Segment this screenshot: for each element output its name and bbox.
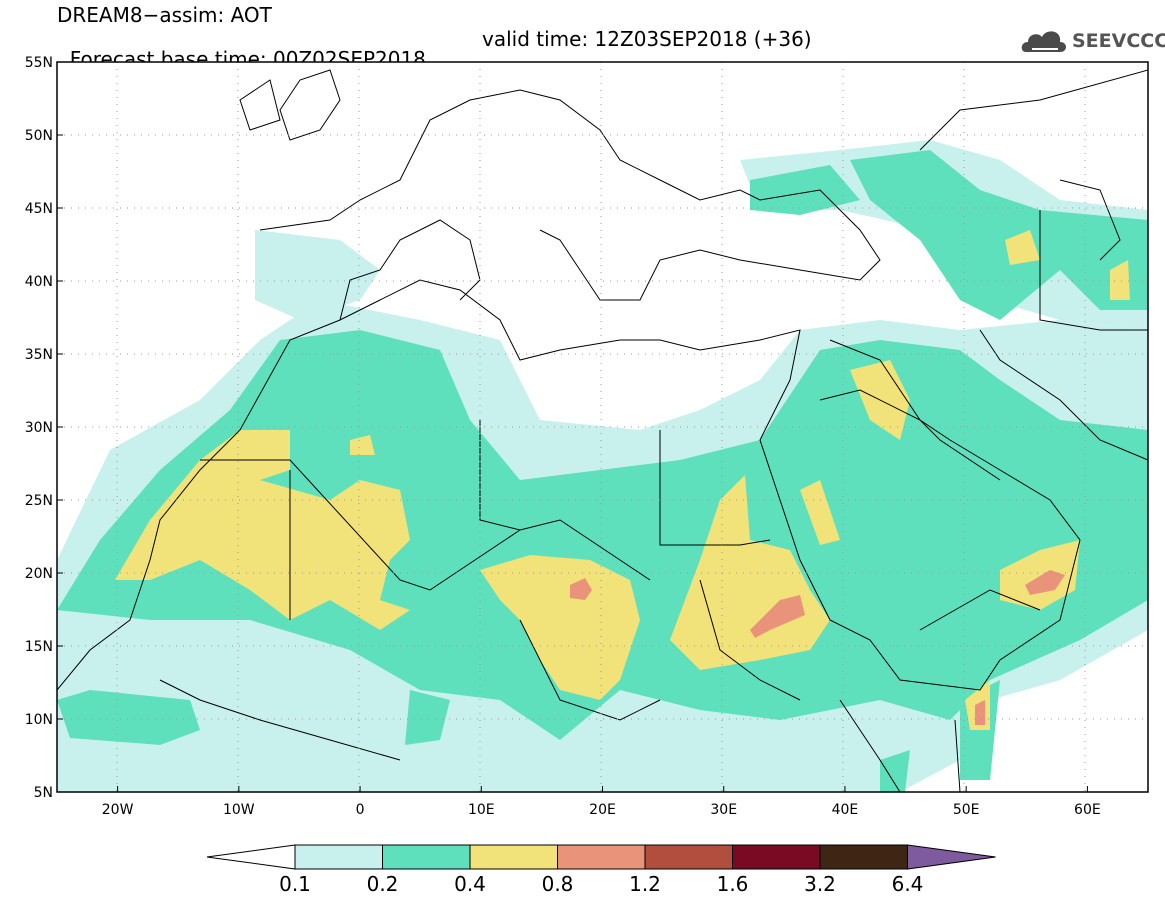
colorbar-swatch [557, 844, 646, 870]
lat-tick-label: 50N [25, 128, 53, 144]
coastlines [57, 69, 1148, 792]
colorbar-label: 6.4 [891, 872, 924, 896]
lon-tick-label: 0 [356, 802, 365, 818]
lon-tick-label: 10W [223, 802, 255, 818]
colorbar-swatch [644, 844, 733, 870]
colorbar-label: 1.6 [716, 872, 749, 896]
colorbar-label: 0.4 [454, 872, 486, 896]
lat-tick-label: 5N [34, 785, 53, 801]
colorbar-label: 3.2 [804, 872, 836, 896]
lon-axis: 20W 10W 0 10E 20E 30E 40E 50E 60E [102, 786, 1101, 818]
lon-tick-label: 50E [953, 802, 980, 818]
colorbar-label: 1.2 [629, 872, 661, 896]
lat-axis: 55N 50N 45N 40N 35N 30N 25N 20N 15N 10N 5N [25, 55, 63, 801]
colorbar-swatch [819, 844, 908, 870]
lat-tick-label: 30N [25, 420, 53, 436]
aot-field [57, 62, 1148, 792]
colorbar-swatch [732, 844, 821, 870]
lat-tick-label: 10N [25, 712, 53, 728]
lon-tick-label: 60E [1074, 802, 1101, 818]
lat-tick-label: 20N [25, 566, 53, 582]
valid-time-label: valid time: 12Z03SEP2018 (+36) [482, 27, 812, 51]
logo-text: SEEVCCC [1072, 30, 1165, 52]
colorbar-swatch [294, 844, 383, 870]
lon-tick-label: 30E [710, 802, 737, 818]
map-grid [57, 62, 1148, 792]
lat-tick-label: 35N [25, 347, 53, 363]
lat-tick-label: 45N [25, 201, 53, 217]
lon-tick-label: 40E [832, 802, 859, 818]
colorbar-swatch [469, 844, 558, 870]
lon-tick-label: 20W [102, 802, 134, 818]
colorbar-high-arrow [907, 844, 996, 870]
lat-tick-label: 15N [25, 639, 53, 655]
seevccc-logo: SEEVCCC [1020, 22, 1165, 58]
aot-contour-0-8 [570, 570, 1065, 725]
lat-tick-label: 25N [25, 493, 53, 509]
colorbar-swatch [382, 844, 471, 870]
colorbar-low-arrow [206, 844, 296, 870]
lon-tick-label: 20E [589, 802, 616, 818]
colorbar-label: 0.1 [279, 872, 311, 896]
cloud-logo-icon [1021, 31, 1066, 52]
map-title: DREAM8−assim: AOT [57, 3, 272, 27]
colorbar-label: 0.2 [366, 872, 399, 896]
lat-tick-label: 55N [25, 55, 53, 71]
colorbar-label: 0.8 [541, 872, 574, 896]
lon-tick-label: 10E [468, 802, 495, 818]
lat-tick-label: 40N [25, 274, 53, 290]
